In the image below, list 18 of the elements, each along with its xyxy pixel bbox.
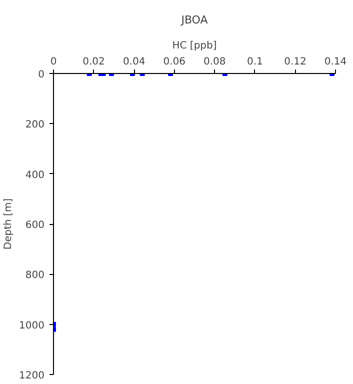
x-tick-label: 0.06 (163, 56, 186, 68)
y-tick-label: 200 (25, 120, 45, 131)
y-tick-label: 400 (25, 170, 45, 181)
chart-title: JBOA (180, 14, 208, 26)
y-tick-label: 0 (38, 70, 45, 80)
x-tick-label: 0.02 (82, 56, 105, 68)
y-tick-label: 600 (25, 220, 45, 231)
y-tick-label: 800 (25, 270, 45, 282)
x-tick-label: 0.04 (122, 56, 146, 68)
y-tick-label: 1000 (19, 320, 45, 332)
y-axis-title: Depth [m] (3, 198, 14, 250)
x-tick-label: 0 (50, 56, 57, 68)
x-tick-label: 0.12 (284, 56, 306, 68)
x-tick-label: 0.1 (246, 56, 263, 68)
x-tick-label: 0.08 (204, 56, 226, 68)
y-tick-label: 1200 (19, 370, 45, 382)
x-axis-title: HC [ppb] (172, 40, 217, 52)
x-tick-label: 0.14 (324, 56, 347, 68)
